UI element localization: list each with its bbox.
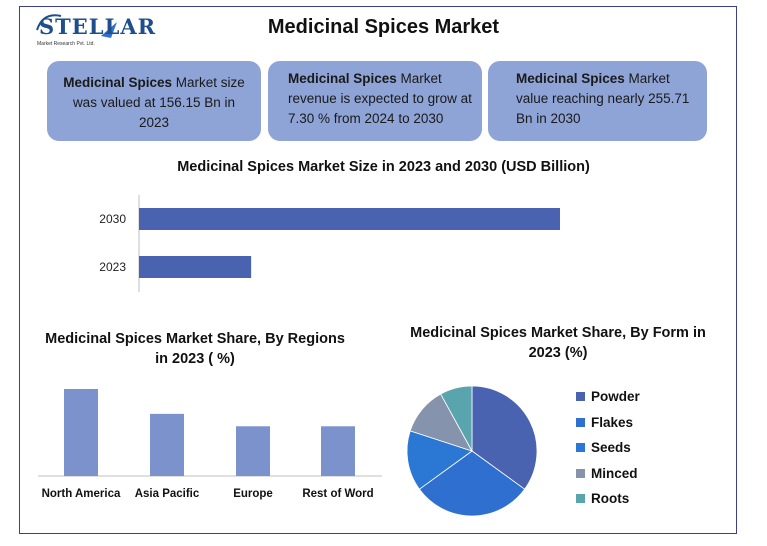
region-bar-asia-pacific bbox=[150, 413, 184, 476]
logo-subtext: Market Research Pvt. Ltd. bbox=[37, 41, 95, 47]
legend-swatch bbox=[576, 392, 585, 402]
logo-text: STELLAR bbox=[39, 14, 157, 39]
size-tick-label-2023: 2023 bbox=[99, 260, 126, 274]
legend-label: Flakes bbox=[591, 414, 634, 430]
page-title: Medicinal Spices Market bbox=[267, 16, 500, 38]
size-bar-2023 bbox=[139, 256, 252, 278]
pie-slice-roots bbox=[440, 385, 473, 452]
regions-chart-title: Medicinal Spices Market Share, By Region… bbox=[45, 331, 345, 367]
region-bar-rest-of-word bbox=[321, 426, 355, 476]
outer-frame bbox=[19, 6, 737, 534]
pie-slice-seeds bbox=[406, 430, 473, 490]
region-tick-label-north-america: North America bbox=[42, 488, 121, 500]
legend-item-roots: Roots bbox=[576, 486, 640, 512]
size-bar-2030 bbox=[139, 208, 560, 230]
legend-label: Minced bbox=[591, 465, 638, 481]
legend-swatch bbox=[576, 468, 585, 478]
region-tick-label-rest-of-word: Rest of Word bbox=[302, 488, 373, 500]
form-chart-legend: Powder Flakes Seeds Minced Roots bbox=[576, 384, 640, 512]
info-box-market-size: Medicinal Spices Market size was valued … bbox=[47, 61, 261, 141]
region-tick-label-asia-pacific: Asia Pacific bbox=[135, 488, 200, 500]
legend-item-flakes: Flakes bbox=[576, 410, 640, 436]
legend-label: Seeds bbox=[591, 440, 631, 456]
info-box-bold: Medicinal Spices bbox=[516, 71, 625, 86]
region-tick-label-europe: Europe bbox=[233, 488, 273, 500]
info-box-text: Market size was valued at 156.15 Bn in 2… bbox=[72, 75, 245, 130]
info-box-text: Market revenue is expected to grow at 7.… bbox=[288, 71, 472, 126]
legend-swatch bbox=[576, 494, 585, 504]
info-box-text: Market value reaching nearly 255.71 Bn i… bbox=[516, 71, 690, 126]
info-box-forecast: Medicinal Spices Market value reaching n… bbox=[488, 61, 707, 141]
legend-label: Roots bbox=[591, 491, 630, 507]
pie-slice-powder bbox=[471, 385, 538, 490]
pie-slice-flakes bbox=[418, 450, 526, 517]
market-size-chart-title: Medicinal Spices Market Size in 2023 and… bbox=[177, 159, 590, 175]
region-bar-north-america bbox=[64, 389, 98, 476]
legend-item-powder: Powder bbox=[576, 384, 640, 410]
info-box-bold: Medicinal Spices bbox=[63, 75, 172, 90]
legend-item-seeds: Seeds bbox=[576, 435, 640, 461]
logo-swoosh-icon bbox=[36, 14, 117, 38]
legend-swatch bbox=[576, 417, 585, 427]
legend-swatch bbox=[576, 443, 585, 453]
legend-label: Powder bbox=[591, 389, 640, 405]
size-tick-label-2030: 2030 bbox=[99, 212, 126, 226]
form-chart-title: Medicinal Spices Market Share, By Form i… bbox=[410, 325, 706, 361]
company-logo: STELLAR Market Research Pvt. Ltd. bbox=[33, 10, 155, 52]
info-box-growth: Medicinal Spices Market revenue is expec… bbox=[268, 61, 482, 141]
region-bar-europe bbox=[236, 426, 270, 476]
info-box-bold: Medicinal Spices bbox=[288, 71, 397, 86]
legend-item-minced: Minced bbox=[576, 461, 640, 487]
